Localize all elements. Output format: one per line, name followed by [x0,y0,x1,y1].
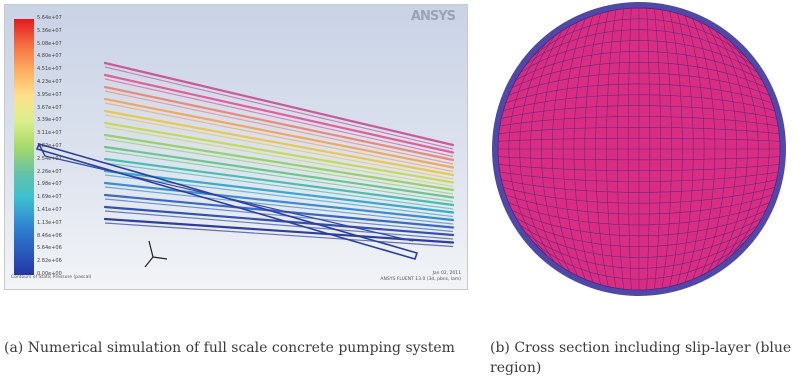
ansys-logo: ANSYS [410,9,456,24]
cross-section-mesh [492,2,786,296]
colorbar-label: 3.95e+07 [37,91,62,98]
colorbar-label: 3.11e+07 [37,130,62,137]
colorbar-label: 1.13e+07 [37,219,62,226]
pipe-segment [103,169,455,218]
cross-section-panel [490,0,788,298]
axis-triad [144,240,168,268]
colorbar-label: 3.67e+07 [37,104,62,111]
colorbar-label: 2.54e+07 [37,155,62,162]
colorbar-label: 1.41e+07 [37,207,62,213]
software-info: Jan 02, 2011 ANSYS FLUENT 13.0 (3d, pbns… [380,271,461,283]
pipe-segment [103,121,455,188]
pipe-segment [103,145,455,203]
simulation-panel: 5.64e+07 5.36e+07 5.08e+07 4.80e+07 4.51e+07… [4,4,468,290]
caption-b: (b) Cross section including slip-layer (… [490,340,792,376]
colorbar-label: 2.26e+07 [37,168,62,175]
pipe-segment [103,97,455,173]
colorbar-label: 8.46e+06 [37,232,62,239]
colorbar-label: 5.36e+07 [37,27,62,34]
mesh-grid [498,8,780,290]
colorbar-label: 5.64e+07 [37,15,62,21]
pipe-segment [103,217,455,248]
colorbar-label: 5.08e+07 [37,40,62,47]
contour-title: Contours of Static Pressure (pascal) [11,275,92,280]
pipe-segment [103,85,455,165]
pipe-segment [103,205,455,240]
pipe-segment [103,157,455,210]
colorbar-label: 4.23e+07 [37,79,62,85]
colorbar-label: 4.51e+07 [37,66,62,73]
colorbar-label: 4.80e+07 [37,53,62,60]
pipe-segment [103,193,455,233]
pressure-colorbar [14,19,34,275]
colorbar-label: 5.64e+06 [37,245,62,252]
colorbar-label: 0.00e+00 [37,271,62,277]
solver-stamp: ANSYS FLUENT 13.0 (3d, pbns, lam) [380,277,461,282]
colorbar-label: 1.69e+07 [37,194,62,201]
pipe-segment [103,109,455,180]
colorbar-label: 2.82e+06 [37,258,62,265]
colorbar-label: 1.98e+07 [37,181,62,188]
pipeline-contour-plot [35,61,455,268]
return-pipe [35,143,419,260]
colorbar-label: 2.82e+07 [37,143,62,149]
pipe-segment [103,61,455,150]
colorbar-label: 3.39e+07 [37,117,62,124]
pipe-segment [103,73,455,158]
date-stamp: Jan 02, 2011 [432,271,461,276]
caption-a: (a) Numerical simulation of full scale c… [4,340,455,356]
pipe-segment [103,133,455,195]
pipe-segment [103,181,455,225]
colorbar-labels: 5.64e+07 5.36e+07 5.08e+07 4.80e+07 4.51e+07… [37,15,97,277]
